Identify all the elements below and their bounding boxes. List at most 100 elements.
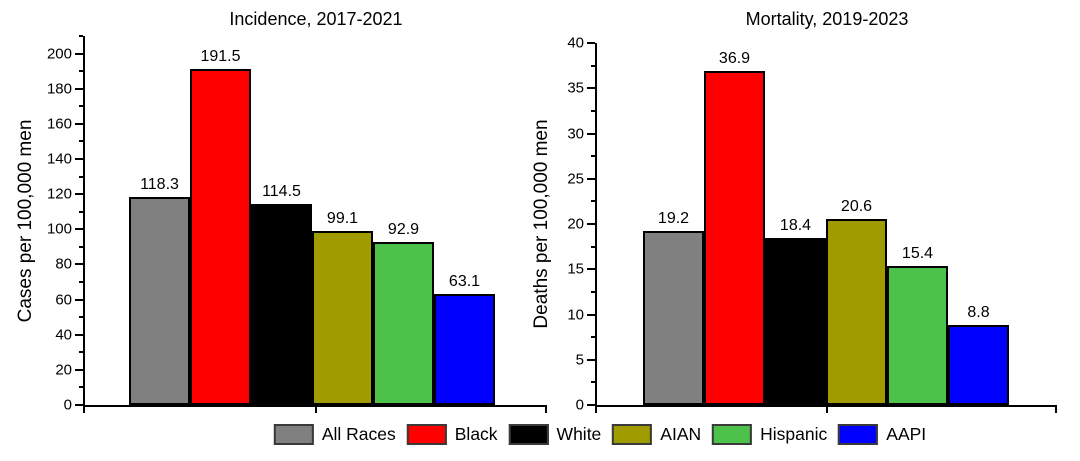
legend-item-aian: AIAN <box>612 424 701 445</box>
bar-all-races <box>643 231 704 405</box>
y-tick-label: 40 <box>567 34 584 52</box>
mortality-chart-title: Mortality, 2019-2023 <box>745 9 909 29</box>
bar-black <box>704 71 765 405</box>
legend-item-black: Black <box>406 423 498 445</box>
legend-swatch <box>712 424 753 445</box>
y-tick-label: 120 <box>46 185 72 203</box>
y-tick-label: 30 <box>567 125 584 142</box>
y-minor-tick <box>79 386 83 389</box>
y-tick-label: 15 <box>567 260 584 278</box>
x-axis-tick <box>315 407 317 413</box>
incidence-plot-area: 0 20 40 60 80 100 120 140 160 180 200 118.3 191.5 114… <box>47 35 547 413</box>
y-minor-tick <box>79 175 83 178</box>
y-major-tick <box>587 358 595 361</box>
legend-label: Black <box>454 423 498 444</box>
bar-white <box>251 204 312 405</box>
incidence-y-axis-label: Cases per 100,000 men <box>15 119 36 322</box>
y-minor-tick <box>591 381 595 384</box>
bar-white <box>765 238 826 405</box>
incidence-chart-title: Incidence, 2017-2021 <box>229 9 403 29</box>
y-major-tick <box>587 268 595 271</box>
bar-value-label: 19.2 <box>657 210 690 227</box>
y-major-tick <box>75 193 83 196</box>
y-tick-label: 60 <box>55 291 72 309</box>
legend-label: AIAN <box>660 423 702 444</box>
bar-aapi <box>948 325 1009 405</box>
legend-swatch <box>508 424 549 445</box>
legend-swatch <box>612 424 653 445</box>
y-minor-tick <box>79 140 83 143</box>
y-minor-tick <box>79 210 83 213</box>
legend-label: All Races <box>321 423 396 444</box>
bar-hispanic <box>373 242 434 405</box>
bar-aian <box>826 219 887 405</box>
y-tick-label: 5 <box>575 351 584 369</box>
bar-value-label: 114.5 <box>262 183 301 200</box>
y-tick-label: 10 <box>567 306 584 323</box>
bar-value-label: 15.4 <box>901 245 934 262</box>
bar-value-label: 63.1 <box>448 273 481 290</box>
y-tick-label: 20 <box>567 215 584 233</box>
y-major-tick <box>587 132 595 135</box>
y-tick-label: 20 <box>55 361 72 379</box>
legend-item-white: White <box>508 423 602 445</box>
y-minor-tick <box>591 155 595 158</box>
y-minor-tick <box>79 281 83 283</box>
y-minor-tick <box>591 200 595 203</box>
x-axis-tick <box>83 407 85 413</box>
y-tick-label: 140 <box>46 150 72 168</box>
x-axis-tick <box>595 407 597 413</box>
legend-item-hispanic: Hispanic <box>712 424 827 445</box>
chart-legend: All Races Black White AIAN Hispanic AAPI <box>273 423 926 445</box>
mortality-plot-area: 0 5 10 15 20 25 30 35 40 19.2 36.9 18.4 20.6 15.4 8.8 <box>567 36 1057 413</box>
bar-hispanic <box>887 266 948 405</box>
bar-value-label: 191.5 <box>200 48 241 65</box>
y-major-tick <box>75 87 83 90</box>
y-major-tick <box>587 223 595 225</box>
y-minor-tick <box>591 290 595 293</box>
y-minor-tick <box>591 245 595 248</box>
bar-value-label: 118.3 <box>140 176 179 193</box>
y-tick-label: 200 <box>46 45 72 63</box>
bar-black <box>190 69 251 405</box>
legend-swatch <box>406 424 447 445</box>
y-major-tick <box>75 298 83 301</box>
x-axis-tick <box>545 407 547 413</box>
y-minor-tick <box>79 105 83 108</box>
bar-value-label: 8.8 <box>967 304 990 321</box>
bar-aian <box>312 231 373 405</box>
y-tick-label: 100 <box>46 220 72 238</box>
y-tick-label: 40 <box>55 326 72 344</box>
y-major-tick <box>75 52 83 55</box>
y-major-tick <box>75 368 83 371</box>
y-major-tick <box>75 263 83 266</box>
y-minor-tick <box>591 336 595 339</box>
y-minor-tick <box>591 64 595 67</box>
legend-label: Hispanic <box>760 423 828 444</box>
y-major-tick <box>75 158 83 160</box>
y-major-tick <box>587 87 595 90</box>
legend-item-all-races: All Races <box>273 423 396 445</box>
y-tick-label: 25 <box>567 170 584 188</box>
legend-item-aapi: AAPI <box>838 424 926 445</box>
bar-value-label: 99.1 <box>326 210 359 227</box>
y-tick-label: 180 <box>46 80 72 98</box>
y-tick-label: 80 <box>55 255 72 273</box>
y-tick-label: 0 <box>63 396 72 414</box>
y-major-tick <box>587 177 595 180</box>
legend-swatch <box>838 424 879 445</box>
legend-label: White <box>556 423 602 444</box>
bar-value-label: 36.9 <box>718 50 751 67</box>
y-tick-label: 160 <box>46 115 72 133</box>
y-major-tick <box>587 313 595 316</box>
x-axis-tick <box>1055 407 1057 413</box>
y-major-tick <box>587 42 595 44</box>
y-minor-tick <box>79 245 83 248</box>
y-major-tick <box>587 404 595 406</box>
y-minor-tick <box>591 109 595 112</box>
bar-value-label: 92.9 <box>387 221 420 238</box>
y-minor-tick <box>79 351 83 354</box>
y-minor-tick <box>79 35 83 37</box>
y-minor-tick <box>79 70 83 73</box>
